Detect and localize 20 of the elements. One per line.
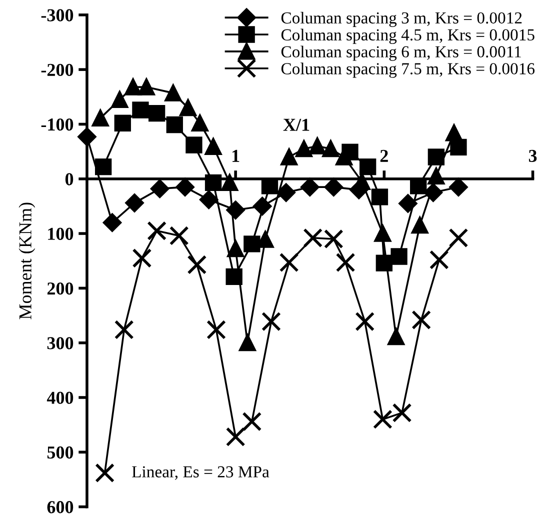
annotation: Linear, Es = 23 MPa bbox=[132, 466, 270, 480]
y-tick-label: 400 bbox=[46, 392, 74, 404]
y-tick-label: 200 bbox=[47, 282, 74, 295]
y-tick-label: -200 bbox=[41, 64, 74, 76]
y-axis-title: Moment (KNm) bbox=[18, 202, 36, 320]
x-axis-title: X/1 bbox=[283, 118, 310, 131]
y-tick-label: 300 bbox=[47, 337, 74, 350]
x-tick-label: 2 bbox=[380, 150, 388, 162]
legend-label: Columan spacing 3 m, Krs = 0.0012 bbox=[281, 12, 522, 27]
y-tick-label: 600 bbox=[47, 501, 74, 514]
legend-label: Columan spacing 7.5 m, Krs = 0.0016 bbox=[281, 62, 535, 78]
x-tick-label: 1 bbox=[232, 150, 240, 162]
y-tick-label: 0 bbox=[65, 173, 74, 186]
y-tick-label: 100 bbox=[48, 228, 74, 240]
legend-label: Columan spacing 6 m, Krs = 0.0011 bbox=[281, 46, 521, 61]
y-tick-label: -300 bbox=[41, 9, 74, 22]
y-tick-label: 500 bbox=[47, 446, 74, 459]
x-tick-label: 3 bbox=[528, 150, 537, 162]
legend-label: Columan spacing 4.5 m, Krs = 0.0015 bbox=[281, 28, 534, 44]
y-tick-label: -100 bbox=[41, 118, 74, 131]
